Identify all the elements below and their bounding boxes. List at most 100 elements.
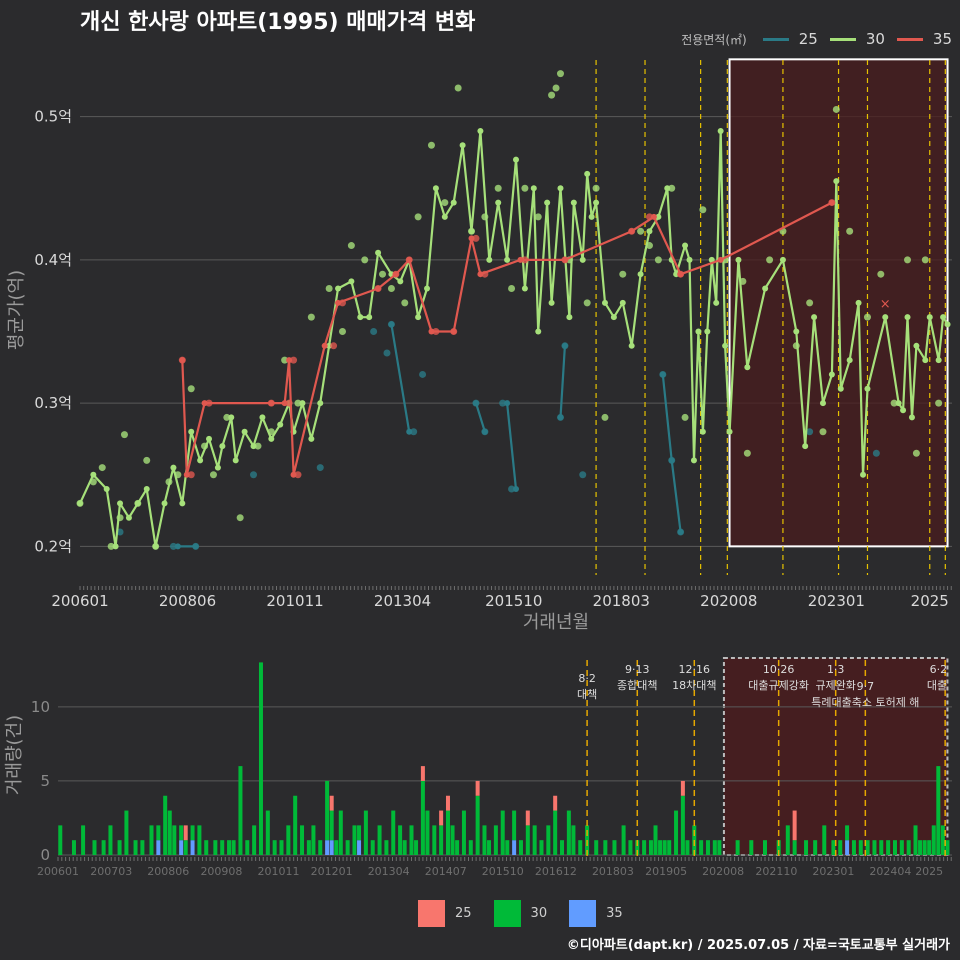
bar-segment-30 [662,840,667,855]
bar-segment-30 [325,780,330,841]
line-point-30 [335,285,342,292]
policy-date: 1·3 [827,663,845,676]
line-point-30 [241,428,248,435]
bar-segment-30 [352,825,357,855]
x-tick-label: 200806 [159,592,216,610]
point-30 [592,184,600,192]
point-25 [316,464,324,472]
point-30 [699,206,707,214]
line-point-30 [860,471,867,478]
point-30 [654,256,662,264]
line-point-30 [112,543,119,550]
line-point-35 [286,357,293,364]
point-30 [521,184,529,192]
bar-segment-30 [204,840,209,855]
legend-label-30: 30 [865,30,885,48]
bar-segment-30 [357,825,362,841]
point-30 [832,105,840,113]
y-tick-label: 0.4억 [34,251,72,269]
point-30 [921,256,929,264]
policy-date: 10·26 [763,663,795,676]
line-point-35 [406,256,413,263]
point-30 [236,514,244,522]
policy-name: 특례대출축소 토허제 해 [811,695,919,709]
series-line-25 [474,402,486,433]
point-30 [601,413,609,421]
bar-segment-30 [420,780,425,855]
policy-name: 종합대책 [617,679,657,692]
line-point-35 [183,471,190,478]
x-axis-label: 거래년월 [523,612,589,633]
line-point-30 [459,142,466,149]
point-30 [325,285,333,293]
point-25 [579,471,587,479]
x-tick-label: 201304 [374,592,431,610]
line-point-30 [588,213,595,220]
bar-segment-30 [300,825,305,855]
bar-segment-30 [311,825,316,855]
line-point-35 [468,235,475,242]
bar-segment-30 [398,825,403,855]
bar-segment-30 [190,825,195,841]
bar-segment-30 [133,840,138,855]
legend-swatch-35 [896,37,923,41]
line-point-30 [170,464,177,471]
bar-segment-30 [329,810,334,841]
bar-segment-30 [140,840,145,855]
bar-segment-25 [420,766,425,781]
bottom-legend: 25 30 35 [418,900,645,927]
point-30 [583,299,591,307]
bar-segment-30 [475,795,480,855]
line-point-30 [762,285,769,292]
bar-segment-30 [648,840,653,855]
point-30 [890,399,898,407]
line-point-25 [677,529,684,536]
bar-segment-25 [445,795,450,811]
bar-segment-30 [231,840,236,855]
point-30 [846,227,854,235]
line-point-30 [779,256,786,263]
bar-legend-label-25: 25 [455,906,472,921]
point-35 [187,471,195,479]
bar-segment-30 [635,840,640,855]
line-point-30 [179,500,186,507]
line-point-25 [513,486,519,493]
bar-segment-30 [167,810,172,855]
bar-segment-30 [594,840,599,855]
bar-segment-30 [899,840,904,855]
line-point-30 [134,500,141,507]
line-point-30 [708,256,715,263]
bar-segment-30 [918,840,923,855]
line-point-35 [628,228,635,235]
line-point-35 [392,271,399,278]
bar-segment-30 [705,840,710,855]
line-point-30 [722,342,729,349]
bar-x-tick-label: 201510 [482,865,524,878]
legend-swatch-25 [762,37,789,41]
legend-label-35: 35 [932,30,952,48]
line-point-30 [717,127,724,134]
point-25 [806,428,814,436]
policy-date: 9·7 [857,680,875,693]
line-point-30 [864,385,871,392]
bar-segment-30 [566,810,571,855]
point-30 [254,442,262,450]
bar-segment-30 [334,840,339,855]
point-30 [387,285,395,293]
bar-legend-item-25: 25 [418,900,472,927]
x-tick-label: 202008 [700,592,757,610]
y-axis-label: 평균가(억) [6,270,27,350]
bar-segment-30 [712,840,717,855]
point-25 [419,370,427,378]
bar-segment-30 [906,840,911,855]
bar-segment-30 [163,795,168,855]
bar-segment-30 [560,840,565,855]
line-point-30 [908,414,915,421]
bar-y-tick-label: 10 [31,698,50,716]
bar-x-tick-label: 200601 [37,865,79,878]
bar-segment-35 [156,840,161,855]
bar-segment-30 [792,840,797,855]
bar-segment-25 [680,780,685,796]
line-point-30 [259,414,266,421]
point-30 [187,385,195,393]
